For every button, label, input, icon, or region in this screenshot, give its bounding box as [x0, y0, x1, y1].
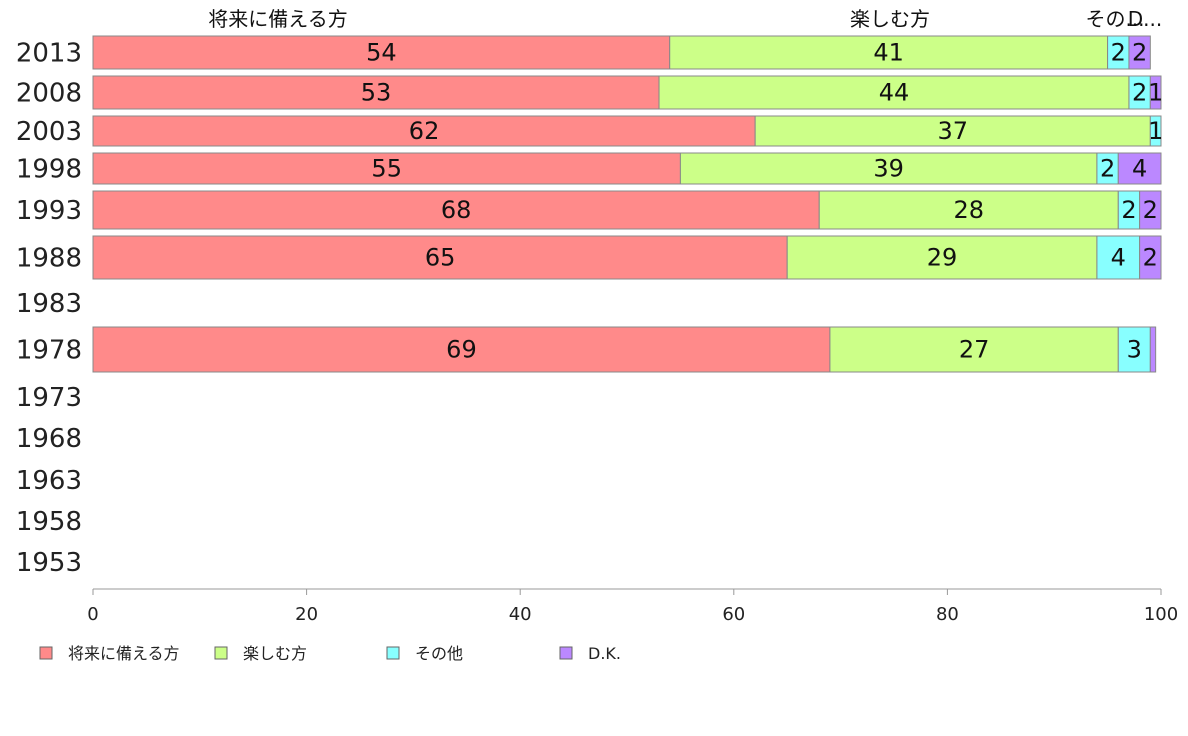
x-tick-label-60: 60 — [722, 604, 745, 625]
legend-swatch-1 — [214, 646, 228, 660]
x-tick-label-100: 100 — [1144, 604, 1178, 625]
year-label-1973: 1973 — [16, 383, 82, 413]
data-label-1993-series-0: 68 — [441, 196, 472, 224]
data-label-2013-series-2: 2 — [1111, 39, 1126, 67]
data-label-1993-series-1: 28 — [953, 196, 984, 224]
bar-1978-series-2 — [1117, 326, 1151, 373]
year-label-1958: 1958 — [16, 507, 82, 537]
data-label-2008-series-2: 2 — [1132, 79, 1147, 107]
legend-label-0: 将来に備える方 — [68, 644, 180, 663]
data-label-1998-series-3: 4 — [1132, 155, 1147, 183]
series-header-1: 楽しむ方 — [850, 7, 930, 31]
bar-1993-series-0 — [92, 190, 820, 230]
data-label-1993-series-3: 2 — [1143, 196, 1158, 224]
bar-2008-series-1 — [658, 75, 1130, 110]
x-tick-label-80: 80 — [936, 604, 959, 625]
data-label-2013-series-1: 41 — [873, 39, 904, 67]
data-label-2013-series-3: 2 — [1132, 39, 1147, 67]
year-label-1993: 1993 — [16, 196, 82, 226]
series-header-0: 将来に備える方 — [208, 7, 347, 31]
year-label-2008: 2008 — [16, 79, 82, 109]
bar-2008-series-3 — [1149, 75, 1162, 110]
year-label-1988: 1988 — [16, 244, 82, 274]
legend-label-2: その他 — [415, 644, 463, 663]
data-label-1978-series-0: 69 — [446, 336, 477, 364]
bar-2013-series-0 — [92, 35, 671, 70]
year-label-2013: 2013 — [16, 39, 82, 69]
year-label-1983: 1983 — [16, 289, 82, 319]
year-label-1953: 1953 — [16, 548, 82, 578]
data-label-1988-series-2: 4 — [1111, 244, 1126, 272]
legend-label-3: D.K. — [588, 644, 621, 663]
bar-2013-series-3 — [1128, 35, 1151, 70]
bar-1998-series-3 — [1117, 152, 1162, 185]
bar-1998-series-1 — [679, 152, 1098, 185]
year-label-1998: 1998 — [16, 155, 82, 185]
data-label-1988-series-0: 65 — [425, 244, 456, 272]
data-label-1988-series-1: 29 — [927, 244, 958, 272]
data-label-1998-series-0: 55 — [371, 155, 402, 183]
legend-swatch-2 — [386, 646, 400, 660]
bar-1993-series-3 — [1139, 190, 1162, 230]
data-label-1978-series-2: 3 — [1127, 336, 1142, 364]
data-label-1988-series-3: 2 — [1143, 244, 1158, 272]
x-tick-label-20: 20 — [295, 604, 318, 625]
bar-1993-series-1 — [818, 190, 1119, 230]
data-label-2008-series-3: 1 — [1148, 79, 1163, 107]
bar-2003-series-0 — [92, 115, 756, 147]
data-label-2003-series-0: 62 — [409, 117, 440, 145]
data-label-2003-series-1: 37 — [937, 117, 968, 145]
bar-2003-series-2 — [1149, 115, 1162, 147]
bar-1988-series-0 — [92, 235, 788, 280]
data-label-1993-series-2: 2 — [1121, 196, 1136, 224]
data-label-2008-series-1: 44 — [879, 79, 910, 107]
data-label-1998-series-2: 2 — [1100, 155, 1115, 183]
legend-swatch-3 — [559, 646, 573, 660]
year-label-2003: 2003 — [16, 117, 82, 147]
bar-1988-series-1 — [786, 235, 1098, 280]
data-label-2013-series-0: 54 — [366, 39, 397, 67]
data-label-1978-series-1: 27 — [959, 336, 990, 364]
series-header-2: その... — [1085, 7, 1144, 31]
bar-1988-series-3 — [1139, 235, 1162, 280]
data-label-2008-series-0: 53 — [361, 79, 392, 107]
legend-swatch-0 — [39, 646, 53, 660]
x-tick-label-40: 40 — [509, 604, 532, 625]
legend-label-1: 楽しむ方 — [243, 644, 307, 663]
bar-2013-series-1 — [669, 35, 1109, 70]
series-header-3: D... — [1128, 7, 1162, 31]
x-tick-label-0: 0 — [87, 604, 98, 625]
bar-1978-series-1 — [829, 326, 1119, 373]
bar-1978-series-3 — [1149, 326, 1157, 373]
data-label-2003-series-2: 1 — [1148, 117, 1163, 145]
bar-1978-series-0 — [92, 326, 831, 373]
year-label-1968: 1968 — [16, 424, 82, 454]
data-label-1998-series-1: 39 — [873, 155, 904, 183]
year-label-1963: 1963 — [16, 466, 82, 496]
bar-2008-series-0 — [92, 75, 660, 110]
year-label-1978: 1978 — [16, 336, 82, 366]
